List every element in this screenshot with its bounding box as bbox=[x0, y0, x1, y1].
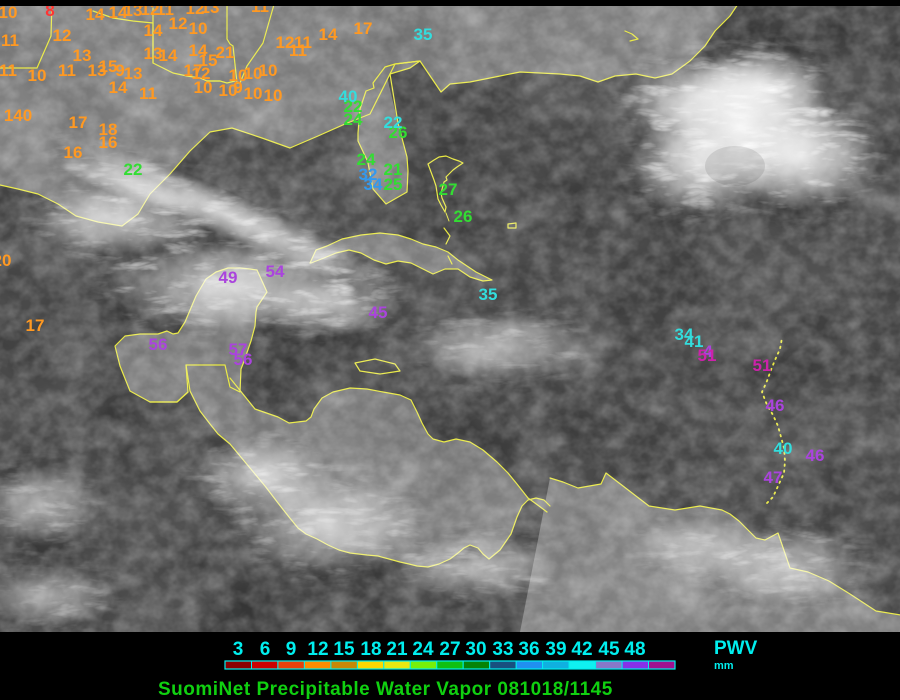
svg-text:16: 16 bbox=[99, 133, 118, 152]
svg-text:40: 40 bbox=[774, 439, 793, 458]
svg-text:54: 54 bbox=[266, 262, 285, 281]
svg-text:12: 12 bbox=[307, 639, 328, 660]
svg-text:36: 36 bbox=[518, 639, 539, 660]
svg-text:14: 14 bbox=[109, 78, 128, 97]
svg-text:26: 26 bbox=[454, 207, 473, 226]
svg-text:16: 16 bbox=[64, 143, 83, 162]
svg-text:46: 46 bbox=[806, 446, 825, 465]
svg-text:11: 11 bbox=[139, 84, 157, 103]
svg-text:27: 27 bbox=[439, 639, 460, 660]
svg-text:15: 15 bbox=[333, 639, 355, 660]
svg-text:42: 42 bbox=[571, 639, 592, 660]
svg-text:18: 18 bbox=[360, 639, 381, 660]
svg-text:47: 47 bbox=[764, 468, 783, 487]
svg-text:6: 6 bbox=[260, 639, 271, 660]
svg-text:11: 11 bbox=[58, 61, 76, 80]
svg-text:25: 25 bbox=[384, 175, 403, 194]
svg-text:10: 10 bbox=[0, 6, 17, 22]
svg-text:49: 49 bbox=[219, 268, 238, 287]
svg-text:13: 13 bbox=[201, 6, 220, 17]
svg-text:22: 22 bbox=[124, 160, 143, 179]
svg-text:45: 45 bbox=[369, 303, 388, 322]
svg-text:14: 14 bbox=[144, 21, 163, 40]
svg-text:9: 9 bbox=[233, 78, 242, 97]
svg-text:3: 3 bbox=[233, 639, 244, 660]
svg-text:48: 48 bbox=[624, 639, 645, 660]
svg-text:10: 10 bbox=[264, 86, 283, 105]
svg-text:11: 11 bbox=[1, 31, 19, 50]
svg-text:45: 45 bbox=[598, 639, 620, 660]
svg-text:56: 56 bbox=[149, 335, 168, 354]
svg-text:10: 10 bbox=[189, 19, 208, 38]
svg-text:11: 11 bbox=[251, 6, 269, 16]
svg-text:17: 17 bbox=[26, 316, 45, 335]
svg-text:17: 17 bbox=[69, 113, 88, 132]
svg-text:11: 11 bbox=[294, 33, 312, 52]
svg-text:8: 8 bbox=[45, 6, 54, 20]
svg-text:10: 10 bbox=[194, 78, 213, 97]
svg-text:12: 12 bbox=[169, 14, 188, 33]
svg-text:21: 21 bbox=[216, 43, 235, 62]
svg-text:33: 33 bbox=[492, 639, 513, 660]
svg-text:14: 14 bbox=[86, 6, 105, 24]
svg-text:21: 21 bbox=[386, 639, 408, 660]
svg-text:140: 140 bbox=[4, 106, 32, 125]
svg-text:34: 34 bbox=[364, 175, 383, 194]
svg-text:40: 40 bbox=[339, 87, 358, 106]
svg-text:17: 17 bbox=[354, 19, 373, 38]
svg-text:11: 11 bbox=[0, 61, 17, 80]
svg-text:PWV: PWV bbox=[714, 638, 758, 659]
svg-text:10: 10 bbox=[244, 84, 263, 103]
svg-text:51: 51 bbox=[753, 356, 772, 375]
svg-text:39: 39 bbox=[545, 639, 566, 660]
svg-text:46: 46 bbox=[766, 396, 785, 415]
svg-text:14: 14 bbox=[159, 46, 178, 65]
svg-text:9: 9 bbox=[286, 639, 297, 660]
svg-text:20: 20 bbox=[0, 251, 11, 270]
svg-text:SuomiNet Precipitable Water Va: SuomiNet Precipitable Water Vapor 081018… bbox=[158, 679, 613, 700]
svg-text:35: 35 bbox=[414, 25, 433, 44]
svg-text:22: 22 bbox=[384, 113, 403, 132]
svg-text:10: 10 bbox=[259, 61, 278, 80]
svg-text:56: 56 bbox=[234, 350, 253, 369]
svg-text:30: 30 bbox=[465, 639, 486, 660]
svg-text:51: 51 bbox=[698, 346, 717, 365]
svg-text:35: 35 bbox=[479, 285, 498, 304]
svg-text:mm: mm bbox=[714, 660, 734, 672]
svg-text:27: 27 bbox=[439, 180, 458, 199]
svg-text:24: 24 bbox=[412, 639, 434, 660]
svg-text:10: 10 bbox=[28, 66, 47, 85]
svg-text:12: 12 bbox=[53, 26, 72, 45]
svg-text:14: 14 bbox=[319, 25, 338, 44]
svg-text:24: 24 bbox=[344, 110, 363, 129]
